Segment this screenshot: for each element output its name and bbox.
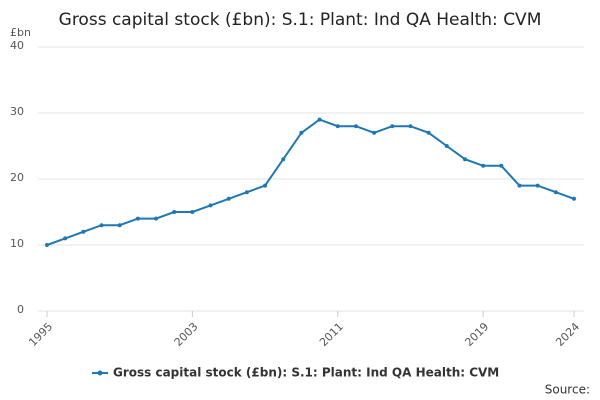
point: [481, 163, 486, 168]
point: [190, 210, 195, 214]
point: [299, 130, 304, 135]
point: [572, 196, 576, 201]
point: [81, 229, 86, 234]
point: [154, 216, 159, 221]
y-tick-label: 10: [10, 237, 24, 250]
chart-title: Gross capital stock (£bn): S.1: Plant: I…: [59, 10, 542, 30]
point: [499, 163, 504, 168]
source: Source:: [545, 383, 590, 397]
point: [45, 243, 49, 247]
y-tick-label: 20: [10, 171, 24, 184]
y-tick-label: 40: [10, 39, 24, 52]
line: [46, 118, 575, 246]
point: [117, 223, 122, 228]
point: [462, 157, 467, 162]
point: [63, 236, 68, 241]
point: [390, 124, 395, 129]
point: [426, 130, 431, 135]
point: [135, 216, 140, 221]
point: [444, 144, 449, 148]
y-tick-label: 30: [10, 105, 24, 118]
point: [408, 124, 413, 129]
point: [335, 124, 340, 129]
x-tick-label: 2024: [553, 320, 582, 349]
point: [353, 124, 358, 129]
point: [317, 117, 322, 122]
point: [535, 183, 540, 188]
point: [244, 190, 249, 195]
legend-label: Gross capital stock (£bn): S.1: Plant: I…: [113, 366, 499, 380]
legend-swatch-dot: [97, 370, 103, 376]
x-tick-label: 2011: [317, 320, 346, 349]
x-tick-label: 2019: [462, 320, 491, 349]
point: [281, 157, 286, 162]
point: [99, 223, 104, 228]
point: [263, 183, 268, 188]
point: [226, 196, 231, 201]
point: [517, 183, 522, 188]
x-tick-label: 2003: [172, 320, 201, 349]
x-tick-label: 1995: [26, 320, 55, 349]
point: [553, 190, 558, 195]
y-tick-label: 0: [17, 303, 24, 316]
point: [372, 130, 377, 135]
point: [172, 210, 177, 214]
point: [208, 203, 213, 208]
y-unit: £bn: [10, 26, 31, 39]
